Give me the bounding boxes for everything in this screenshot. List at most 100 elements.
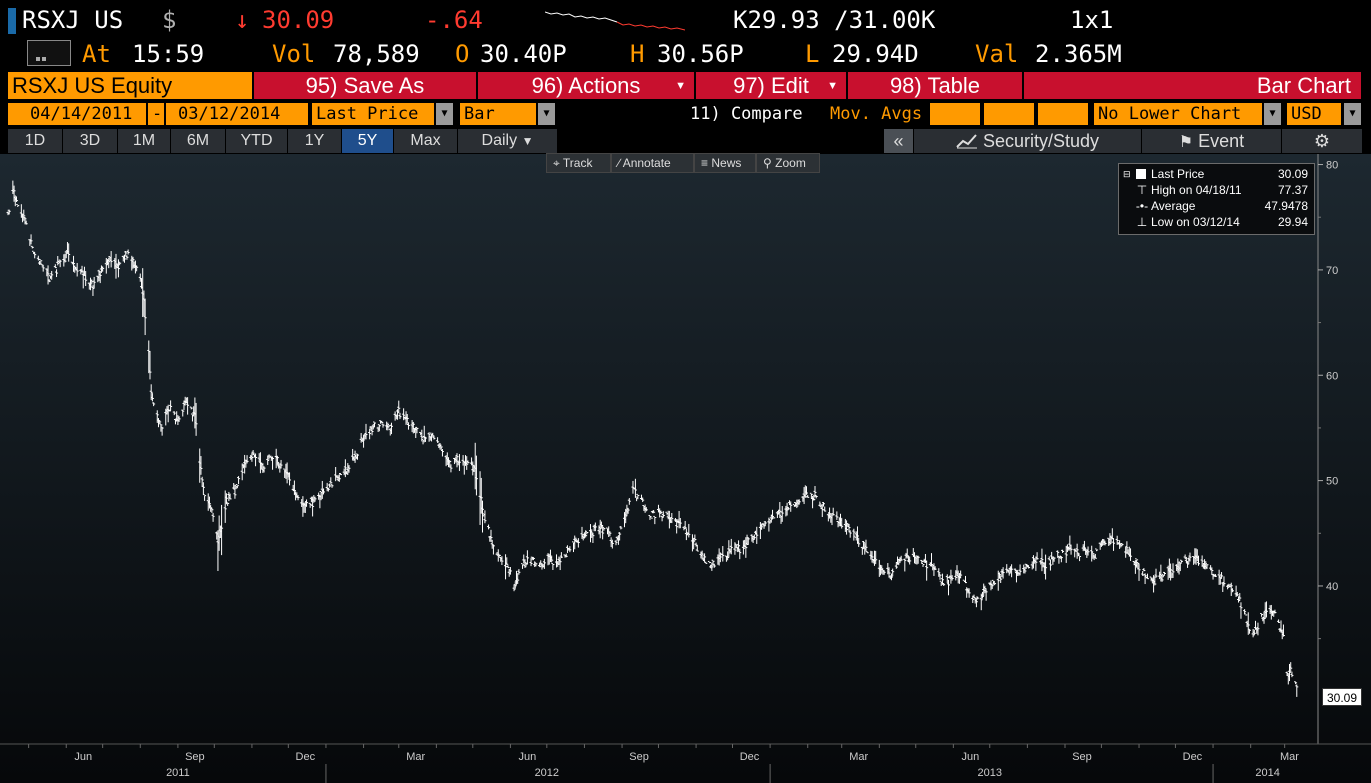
track-tool[interactable]: ⌖ Track [546,153,611,173]
price-bar [921,563,925,568]
price-bar [1052,556,1056,562]
last-price-tag: 30.09 [1322,688,1362,706]
price-bar [92,276,96,289]
price-bar [721,546,725,562]
annotate-tool[interactable]: ∕ Annotate [611,153,694,173]
x-year-label: 2011 [166,767,190,779]
price-bar [1244,613,1248,616]
price-bar [500,556,504,565]
currency-dropdown-icon[interactable]: ▼ [1344,103,1361,125]
study-slot[interactable] [1038,103,1088,125]
price-bar [738,548,742,560]
currency-select[interactable]: USD [1287,103,1341,125]
price-bar [864,539,868,551]
price-bar [786,506,790,510]
save-as-button[interactable]: 95) Save As [254,72,478,99]
down-arrow-icon: ↓ [235,6,250,34]
collapse-button[interactable]: « [884,129,914,153]
period-tab-3d[interactable]: 3D [63,129,118,153]
price-bar [848,530,852,538]
collapse-icon[interactable]: ⊟ [1123,169,1131,179]
style-select[interactable]: Bar [460,103,536,125]
price-bar [1013,568,1017,572]
price-bar [889,573,893,581]
price-bar [439,445,443,450]
price-bar [845,520,849,535]
price-bar [760,523,764,530]
lower-chart-dropdown-icon[interactable]: ▼ [1264,103,1281,125]
price-bar [712,563,716,568]
price-bar [466,460,470,464]
price-bar [517,569,521,575]
price-bar [223,490,227,523]
price-bar [938,573,942,580]
price-bar [648,514,652,520]
field-select[interactable]: Last Price [312,103,434,125]
price-bar [455,453,459,468]
frequency-select[interactable]: Daily ▼ [458,129,558,153]
period-tab-1d[interactable]: 1D [8,129,63,153]
compare-button[interactable]: 11) Compare [690,103,803,125]
period-tab-max[interactable]: Max [394,129,458,153]
table-button[interactable]: 98) Table [848,72,1024,99]
price-bar [339,473,343,476]
price-bar [789,501,793,512]
price-bar [98,270,102,284]
period-tab-1m[interactable]: 1M [118,129,171,153]
actions-button[interactable]: 96) Actions ▼ [478,72,696,99]
price-bar [152,402,156,407]
price-bar [1235,592,1239,597]
style-dropdown-icon[interactable]: ▼ [538,103,555,125]
price-bar [364,423,368,440]
bid-ask-size: 1x1 [1070,6,1114,34]
chart-area[interactable] [0,154,1371,783]
price-bar [925,560,929,581]
study-slot[interactable] [984,103,1034,125]
gear-icon[interactable]: ⚙ [1282,129,1363,153]
price-bar [483,510,487,524]
menu-icon[interactable] [27,40,71,66]
study-slot[interactable] [930,103,980,125]
price-bar [746,537,750,545]
period-tab-6m[interactable]: 6M [171,129,226,153]
price-bar [1141,571,1145,576]
end-date-field[interactable]: 03/12/2014 [166,103,308,125]
price-bar [63,253,67,263]
ticker[interactable]: RSXJ US [22,6,124,34]
zoom-tool[interactable]: ⚲ Zoom [756,153,820,173]
price-bar [203,494,207,501]
edit-button[interactable]: 97) Edit ▼ [696,72,848,99]
price-bar [542,558,546,569]
price-bar [22,209,26,221]
price-bar [55,269,59,278]
price-bar [423,436,427,442]
y-tick-label: 50 [1326,476,1338,488]
legend-label: Low on 03/12/14 [1151,215,1240,229]
net-change: -.64 [425,6,483,34]
price-bar [835,511,839,520]
security-name[interactable]: RSXJ US Equity [8,72,252,99]
period-tab-1y[interactable]: 1Y [288,129,342,153]
period-tab-5y[interactable]: 5Y [342,129,394,153]
price-bar [1230,588,1234,593]
price-chart[interactable]: 80 70 60 50 40 Jun Sep Dec Mar Jun Sep Dec Mar Jun Sep… [0,154,1371,783]
price-bar [1256,622,1260,636]
price-bar [201,482,205,495]
field-dropdown-icon[interactable]: ▼ [436,103,453,125]
price-bar [123,254,127,263]
period-tab-ytd[interactable]: YTD [226,129,288,153]
security-study-button[interactable]: Security/Study [914,129,1142,153]
mov-avgs-button[interactable]: Mov. Avgs [830,103,922,125]
event-button[interactable]: ⚑ Event [1142,129,1282,153]
price-bar [1086,546,1090,556]
price-bar [480,500,484,533]
news-tool[interactable]: ≡ News [694,153,756,173]
lower-chart-select[interactable]: No Lower Chart [1094,103,1262,125]
start-date-field[interactable]: 04/14/2011 [8,103,146,125]
price-bar [262,466,266,473]
square-icon [1136,169,1146,179]
price-bar [695,544,699,552]
price-bar [266,455,270,465]
price-bar [1108,533,1112,546]
chart-legend[interactable]: ⊟ Last Price 30.09 ⊤ High on 04/18/11 77… [1118,163,1315,235]
